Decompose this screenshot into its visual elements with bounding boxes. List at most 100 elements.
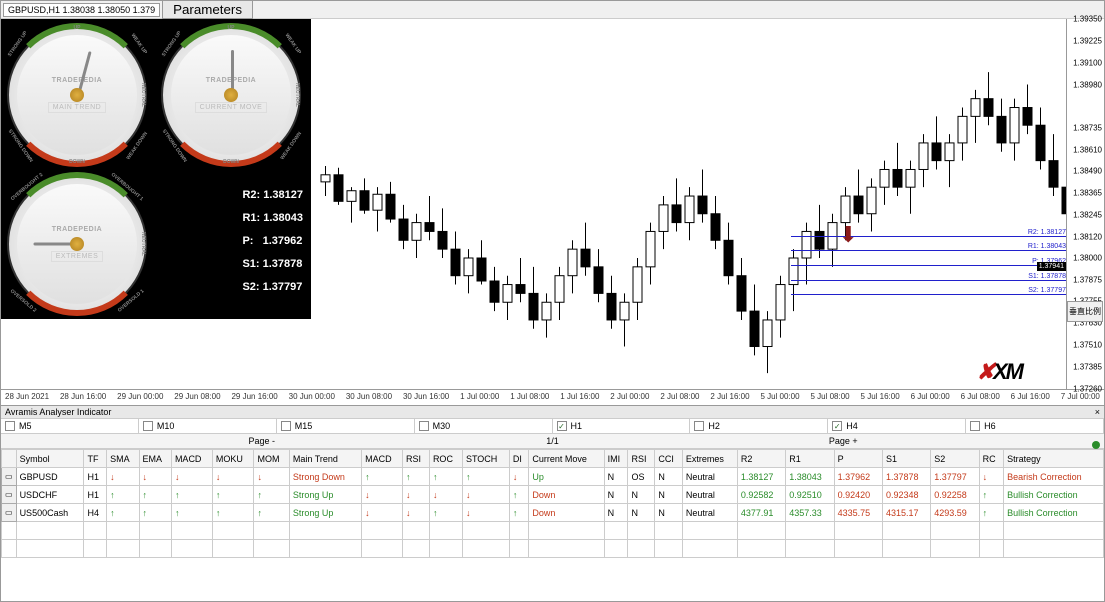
cell-currentmove: Up bbox=[529, 468, 604, 486]
cell-rc: ↑ bbox=[979, 486, 1003, 504]
column-header[interactable]: DI bbox=[509, 450, 529, 468]
column-header[interactable]: R1 bbox=[786, 450, 834, 468]
x-tick: 29 Jun 00:00 bbox=[117, 392, 163, 403]
column-header[interactable]: Strategy bbox=[1004, 450, 1104, 468]
y-tick: 1.38610 bbox=[1073, 146, 1102, 155]
column-header[interactable]: IMI bbox=[604, 450, 628, 468]
column-header[interactable]: MOM bbox=[254, 450, 289, 468]
analyser-title-bar: Avramis Analyser Indicator × bbox=[1, 406, 1104, 419]
cell-sma: ↑ bbox=[107, 504, 139, 522]
pivot-line-r1 bbox=[791, 250, 1066, 251]
timeframe-option-h6[interactable]: H6 bbox=[966, 419, 1104, 433]
column-header[interactable]: MACD bbox=[362, 450, 403, 468]
y-tick: 1.38490 bbox=[1073, 167, 1102, 176]
pivot-s1: S1: 1.37878 bbox=[242, 253, 303, 276]
column-header[interactable]: ROC bbox=[429, 450, 462, 468]
cell-roc: ↑ bbox=[429, 504, 462, 522]
checkbox-icon[interactable] bbox=[694, 421, 704, 431]
column-header[interactable]: R2 bbox=[737, 450, 785, 468]
cell-tf: H4 bbox=[84, 504, 107, 522]
page-next-button[interactable]: Page + bbox=[583, 434, 1105, 448]
column-header[interactable]: EMA bbox=[139, 450, 171, 468]
timeframe-option-m5[interactable]: M5 bbox=[1, 419, 139, 433]
timeframe-option-m10[interactable]: M10 bbox=[139, 419, 277, 433]
close-icon[interactable]: × bbox=[1095, 407, 1100, 417]
column-header[interactable]: RSI bbox=[628, 450, 655, 468]
timeframe-option-m15[interactable]: M15 bbox=[277, 419, 415, 433]
cell-imi: N bbox=[604, 468, 628, 486]
column-header[interactable]: MOKU bbox=[212, 450, 254, 468]
checkbox-icon[interactable] bbox=[970, 421, 980, 431]
column-header[interactable]: Current Move bbox=[529, 450, 604, 468]
cell-symbol: US500Cash bbox=[16, 504, 84, 522]
cell-macd2: ↑ bbox=[362, 468, 403, 486]
chart-canvas[interactable]: R2: 1.38127R1: 1.38043P: 1.37962S1: 1.37… bbox=[1, 19, 1066, 389]
cell-strategy: Bullish Correction bbox=[1004, 504, 1104, 522]
table-row[interactable]: ▭ US500Cash H4 ↑ ↑ ↑ ↑ ↑ Strong Up ↓ ↓ ↑… bbox=[2, 504, 1104, 522]
cell-ema: ↑ bbox=[139, 486, 171, 504]
expand-button[interactable]: ▭ bbox=[2, 504, 17, 522]
column-header[interactable]: CCI bbox=[655, 450, 683, 468]
timeframe-option-h2[interactable]: H2 bbox=[690, 419, 828, 433]
page-prev-button[interactable]: Page - bbox=[1, 434, 523, 448]
checkbox-icon[interactable] bbox=[5, 421, 15, 431]
cell-tf: H1 bbox=[84, 468, 107, 486]
gauge-label-extremes: EXTREMES bbox=[51, 251, 104, 262]
checkbox-icon[interactable]: ✓ bbox=[832, 421, 842, 431]
cell-di: ↑ bbox=[509, 504, 529, 522]
column-header[interactable]: STOCH bbox=[462, 450, 509, 468]
column-header[interactable] bbox=[2, 450, 17, 468]
pivot-s2: S2: 1.37797 bbox=[242, 276, 303, 299]
pivot-line-r2 bbox=[791, 236, 1066, 237]
cell-s2: 1.37797 bbox=[931, 468, 979, 486]
x-tick: 6 Jul 16:00 bbox=[1011, 392, 1050, 403]
parameters-button[interactable]: Parameters bbox=[162, 0, 253, 19]
column-header[interactable]: S1 bbox=[882, 450, 930, 468]
column-header[interactable]: RC bbox=[979, 450, 1003, 468]
cell-currentmove: Down bbox=[529, 504, 604, 522]
y-tick: 1.38735 bbox=[1073, 123, 1102, 132]
column-header[interactable]: TF bbox=[84, 450, 107, 468]
pivot-label-r2: R2: 1.38127 bbox=[1028, 229, 1066, 236]
table-row[interactable]: ▭ USDCHF H1 ↑ ↑ ↑ ↑ ↑ Strong Up ↓ ↓ ↓ ↓ … bbox=[2, 486, 1104, 504]
timeframe-option-h4[interactable]: ✓H4 bbox=[828, 419, 966, 433]
column-header[interactable]: SMA bbox=[107, 450, 139, 468]
column-header[interactable]: Extremes bbox=[682, 450, 737, 468]
column-header[interactable]: Symbol bbox=[16, 450, 84, 468]
checkbox-icon[interactable] bbox=[419, 421, 429, 431]
expand-button[interactable]: ▭ bbox=[2, 468, 17, 486]
timeframe-selector-row: M5M10M15M30✓H1H2✓H4H6 bbox=[1, 419, 1104, 434]
x-tick: 28 Jun 2021 bbox=[5, 392, 49, 403]
status-dot-icon bbox=[1092, 441, 1100, 449]
y-tick: 1.38120 bbox=[1073, 232, 1102, 241]
analyser-panel: Avramis Analyser Indicator × M5M10M15M30… bbox=[1, 405, 1104, 558]
cell-macd: ↑ bbox=[171, 486, 212, 504]
cell-ema: ↓ bbox=[139, 468, 171, 486]
column-header[interactable]: MACD bbox=[171, 450, 212, 468]
column-header[interactable]: P bbox=[834, 450, 882, 468]
cell-r1: 1.38043 bbox=[786, 468, 834, 486]
cell-r2: 0.92582 bbox=[737, 486, 785, 504]
expand-button[interactable]: ▭ bbox=[2, 486, 17, 504]
column-header[interactable]: Main Trend bbox=[289, 450, 361, 468]
column-header[interactable]: RSI bbox=[403, 450, 430, 468]
timeframe-option-m30[interactable]: M30 bbox=[415, 419, 553, 433]
checkbox-icon[interactable] bbox=[143, 421, 153, 431]
cell-maintrend: Strong Down bbox=[289, 468, 361, 486]
column-header[interactable]: S2 bbox=[931, 450, 979, 468]
cell-moku: ↑ bbox=[212, 504, 254, 522]
timeframe-option-h1[interactable]: ✓H1 bbox=[553, 419, 691, 433]
x-tick: 28 Jun 16:00 bbox=[60, 392, 106, 403]
x-tick: 2 Jul 08:00 bbox=[660, 392, 699, 403]
cell-extremes: Neutral bbox=[682, 486, 737, 504]
table-row[interactable]: ▭ GBPUSD H1 ↓ ↓ ↓ ↓ ↓ Strong Down ↑ ↑ ↑ … bbox=[2, 468, 1104, 486]
cell-p: 0.92420 bbox=[834, 486, 882, 504]
cell-rsi2: OS bbox=[628, 468, 655, 486]
checkbox-icon[interactable]: ✓ bbox=[557, 421, 567, 431]
cell-macd2: ↓ bbox=[362, 504, 403, 522]
page-counter: 1/1 bbox=[523, 434, 583, 448]
y-tick: 1.37510 bbox=[1073, 340, 1102, 349]
checkbox-icon[interactable] bbox=[281, 421, 291, 431]
cell-s1: 0.92348 bbox=[882, 486, 930, 504]
pivot-label-s1: S1: 1.37878 bbox=[1028, 273, 1066, 280]
